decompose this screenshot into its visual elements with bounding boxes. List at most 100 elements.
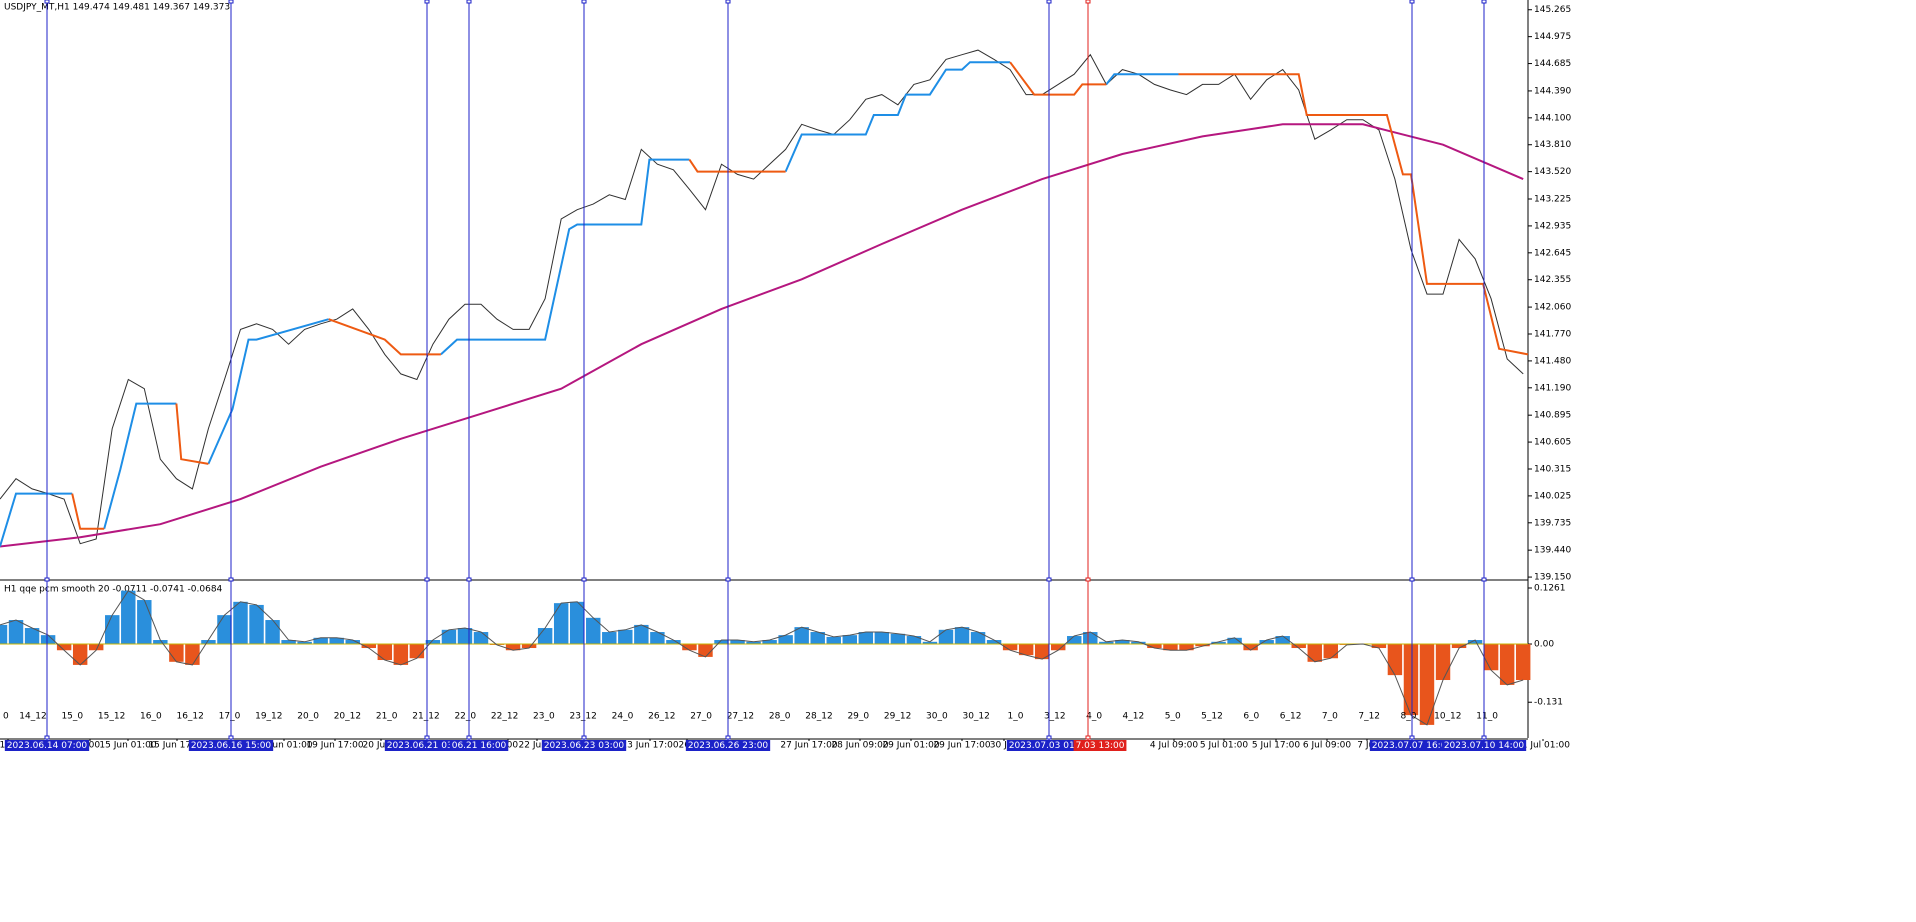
histogram-bar	[40, 635, 56, 645]
marker-handle	[1046, 735, 1052, 740]
marker-handle	[1046, 0, 1052, 4]
y-tick-label: 141.480	[1534, 356, 1571, 366]
marker-label-bg	[188, 740, 274, 751]
histogram-bar	[1275, 636, 1290, 645]
marker-label-bg	[384, 740, 470, 751]
marker-handle	[44, 735, 50, 740]
histogram-bar	[730, 640, 745, 645]
price-line	[0, 492, 73, 547]
x-tick-label: 15 Jun 17:00	[148, 741, 205, 751]
histogram-bar	[1002, 644, 1018, 651]
session-label: 30_12	[962, 712, 989, 722]
histogram-bar	[0, 624, 8, 645]
marker-label: 2023.07.10 14:00	[1444, 741, 1525, 751]
y-tick-label: 142.355	[1534, 275, 1571, 285]
histogram-bar	[1387, 644, 1403, 676]
price-line	[1105, 73, 1179, 86]
y-tick-label: 142.935	[1534, 221, 1571, 231]
histogram-bar	[1211, 641, 1226, 645]
histogram-bar	[185, 644, 200, 665]
session-label: 10_12	[1434, 712, 1461, 722]
marker-label-bg	[1441, 740, 1527, 751]
x-tick-label: 15 Jun 01:00	[99, 741, 156, 751]
x-tick-label: 6 Jul 09:00	[1303, 741, 1352, 751]
histogram-bar	[874, 632, 890, 645]
y-tick-label: 140.025	[1534, 491, 1571, 501]
session-label: 21_0	[376, 712, 398, 722]
histogram-bar	[425, 640, 441, 645]
histogram-bar	[1034, 644, 1050, 660]
histogram-bar	[281, 640, 296, 645]
histogram-bar	[72, 644, 88, 665]
histogram-bar	[586, 617, 601, 645]
chart-title: USDJPY_MT,H1 149.474 149.481 149.367 149…	[4, 3, 230, 13]
session-label: 20_0	[297, 712, 319, 722]
histogram-bar	[1451, 644, 1467, 649]
y-tick-label: 140.605	[1534, 438, 1571, 448]
histogram-bar	[201, 640, 216, 645]
x-tick-label: 9:00	[80, 741, 100, 751]
histogram-bar	[986, 640, 1002, 645]
marker-handle	[581, 735, 587, 740]
marker-handle	[44, 577, 50, 582]
indicator-title: H1 qqe pcm smooth 20 -0.0711 -0.0741 -0.…	[4, 585, 223, 595]
histogram-bar	[1051, 644, 1066, 651]
histogram-bar	[1147, 644, 1162, 649]
marker-label-bg	[541, 740, 627, 751]
y-tick-label: 144.100	[1534, 113, 1571, 123]
session-label: 16_0	[140, 712, 162, 722]
price-line	[688, 159, 786, 173]
session-label: 22_12	[491, 712, 518, 722]
marker-handle	[1481, 577, 1487, 582]
histogram-bar	[1435, 644, 1451, 681]
marker-label-bg	[1073, 740, 1127, 751]
y-tick-label: 145.265	[1534, 5, 1571, 15]
y-tick-label: 141.770	[1534, 329, 1571, 339]
histogram-bar	[1227, 637, 1242, 645]
x-tick-label: 11 Jul 01:00	[1516, 741, 1570, 751]
price-line	[440, 158, 690, 356]
histogram-bar	[1291, 644, 1306, 649]
marker-handle	[725, 0, 731, 4]
price-line	[0, 123, 1524, 548]
histogram-bar	[714, 640, 729, 645]
marker-handle	[1409, 0, 1415, 4]
marker-label: 2023.06.14 07:00	[7, 741, 88, 751]
x-tick-label: 7 Jul	[1357, 741, 1376, 751]
y-tick-label: 139.735	[1534, 518, 1571, 528]
histogram-bar	[169, 644, 184, 662]
histogram-bar	[217, 615, 232, 645]
price-line	[175, 403, 209, 465]
histogram-bar	[393, 644, 409, 665]
x-tick-label: 20 Jun 0	[363, 741, 400, 751]
histogram-bar	[1483, 644, 1499, 671]
session-label: 23_12	[569, 712, 596, 722]
histogram-bar	[1195, 644, 1210, 647]
histogram-bar	[906, 636, 922, 645]
price-line	[1009, 61, 1107, 96]
marker-handle	[581, 577, 587, 582]
histogram-bar	[762, 640, 777, 645]
histogram-bar	[602, 632, 617, 645]
y-tick-label: 144.390	[1534, 86, 1571, 96]
x-tick-label: 19 Jun 17:00	[306, 741, 363, 751]
histogram-bar	[297, 641, 312, 645]
x-tick-label: 28 Jun 09:00	[831, 741, 888, 751]
histogram-bar	[1419, 644, 1435, 725]
price-line	[71, 493, 105, 530]
histogram-bar	[1131, 641, 1146, 645]
histogram-bar	[1467, 640, 1483, 645]
marker-handle	[1046, 577, 1052, 582]
session-label: 16_12	[176, 712, 203, 722]
histogram-bar	[1515, 644, 1531, 681]
histogram-bar	[634, 624, 649, 645]
marker-handle	[228, 735, 234, 740]
histogram-bar	[137, 600, 152, 645]
histogram-bar	[1243, 644, 1258, 651]
price-line	[103, 402, 177, 530]
histogram-bar	[8, 620, 24, 645]
session-label: 7_12	[1358, 712, 1380, 722]
marker-handle	[424, 0, 430, 4]
histogram-bar	[826, 636, 841, 645]
session-label: 1_0	[1008, 712, 1024, 722]
